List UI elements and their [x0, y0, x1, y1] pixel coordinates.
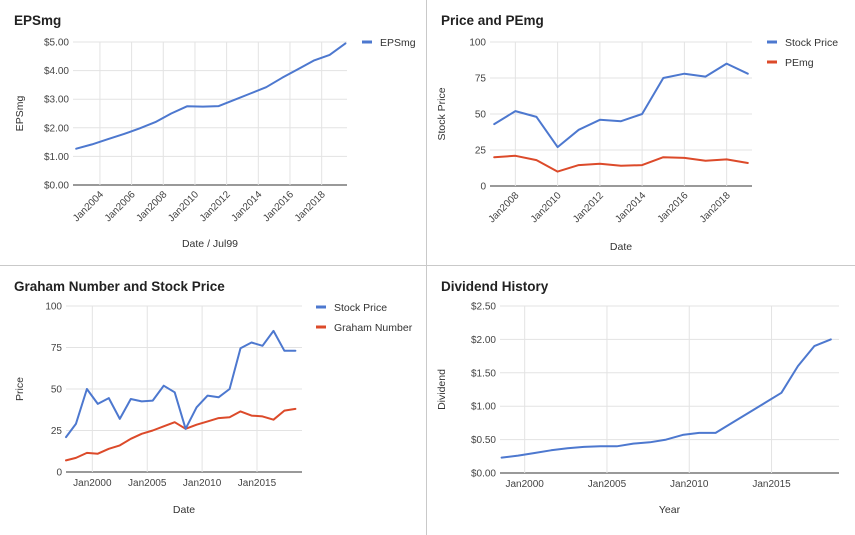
y-tick-label: $1.00 [471, 402, 496, 413]
y-axis-label: Stock Price [436, 87, 448, 140]
x-axis-label: Date / Jul99 [182, 238, 238, 250]
x-tick-label: Jan2018 [698, 190, 733, 225]
chart-panel-price-pemg: Price and PEmg 0 25 50 75 100 Jan2008 Jan2010 Ja… [427, 0, 855, 265]
y-tick-label: $0.00 [471, 469, 496, 480]
chart-svg: Dividend History $0.00 $0.50 $1.00 $1.50 $2.0… [436, 279, 839, 516]
y-tick-label: 0 [480, 182, 486, 193]
horizontal-divider [0, 265, 855, 266]
y-tick-label: 25 [475, 146, 487, 157]
y-tick-label: $1.00 [44, 152, 69, 163]
y-axis-label: Dividend [436, 369, 448, 410]
y-axis-label: Price [14, 377, 26, 401]
x-tick-label: Jan2005 [128, 478, 167, 489]
chart-panel-epsmg: EPSmg $0.00 $1.00 $2.00 $3.00 $4.00 $5.00 Jan20… [0, 0, 426, 265]
x-tick-label: Jan2000 [73, 478, 112, 489]
chart-panel-graham: Graham Number and Stock Price 0 25 50 75 100 J… [0, 266, 426, 535]
y-tick-label: $1.50 [471, 368, 496, 379]
chart-title: Graham Number and Stock Price [14, 279, 225, 294]
x-tick-label: Jan2008 [134, 189, 169, 224]
x-tick-label: Jan2014 [230, 189, 265, 224]
x-tick-label: Jan2010 [166, 189, 201, 224]
series-line-stock-price [65, 329, 297, 439]
x-tick-label: Jan2012 [198, 189, 233, 224]
x-tick-label: Jan2010 [529, 190, 564, 225]
legend-label: Stock Price [334, 302, 387, 314]
x-tick-label: Jan2010 [670, 479, 709, 490]
y-tick-label: $2.50 [471, 302, 496, 313]
chart-title: Price and PEmg [441, 13, 544, 28]
y-tick-label: 0 [56, 468, 62, 479]
series-line-pemg [493, 154, 749, 173]
y-tick-label: $2.00 [44, 123, 69, 134]
x-axis-label: Year [659, 504, 681, 516]
y-tick-label: 100 [469, 38, 486, 49]
x-tick-label: Jan2005 [588, 479, 627, 490]
series-line-graham-number [65, 407, 297, 462]
y-tick-label: $0.50 [471, 435, 496, 446]
y-tick-label: $2.00 [471, 335, 496, 346]
x-axis-label: Date [610, 241, 632, 253]
y-tick-label: $0.00 [44, 181, 69, 192]
x-tick-label: Jan2008 [487, 190, 522, 225]
series-line-stock-price [493, 62, 749, 149]
x-tick-label: Jan2006 [103, 189, 138, 224]
x-tick-label: Jan2016 [261, 189, 296, 224]
x-axis-label: Date [173, 504, 195, 516]
y-axis-label: EPSmg [14, 96, 26, 132]
y-tick-label: $5.00 [44, 38, 69, 49]
y-tick-label: 50 [475, 110, 487, 121]
y-tick-label: 50 [51, 385, 63, 396]
legend-label: EPSmg [380, 37, 416, 49]
y-tick-label: 75 [475, 74, 487, 85]
vertical-divider [426, 0, 427, 535]
x-tick-label: Jan2012 [571, 190, 606, 225]
x-tick-label: Jan2000 [505, 479, 544, 490]
legend-label: Graham Number [334, 322, 413, 334]
x-tick-label: Jan2016 [656, 190, 691, 225]
x-tick-label: Jan2014 [613, 190, 648, 225]
chart-panel-dividend: Dividend History $0.00 $0.50 $1.00 $1.50 $2.0… [427, 266, 855, 535]
x-tick-label: Jan2010 [183, 478, 222, 489]
chart-svg: Graham Number and Stock Price 0 25 50 75 100 J… [14, 279, 413, 516]
x-tick-label: Jan2015 [238, 478, 277, 489]
x-tick-label: Jan2004 [71, 189, 106, 224]
series-line-dividend [500, 338, 832, 459]
chart-title: EPSmg [14, 13, 61, 28]
x-tick-label: Jan2015 [752, 479, 791, 490]
y-tick-label: $4.00 [44, 66, 69, 77]
legend-label: PEmg [785, 57, 814, 69]
y-tick-label: 75 [51, 343, 63, 354]
series-line-epsmg [75, 42, 347, 150]
chart-svg: EPSmg $0.00 $1.00 $2.00 $3.00 $4.00 $5.00 Jan20… [14, 13, 416, 250]
chart-title: Dividend History [441, 279, 549, 294]
x-tick-label: Jan2018 [293, 189, 328, 224]
y-tick-label: 100 [45, 302, 62, 313]
legend-label: Stock Price [785, 37, 838, 49]
y-tick-label: 25 [51, 426, 63, 437]
y-tick-label: $3.00 [44, 95, 69, 106]
